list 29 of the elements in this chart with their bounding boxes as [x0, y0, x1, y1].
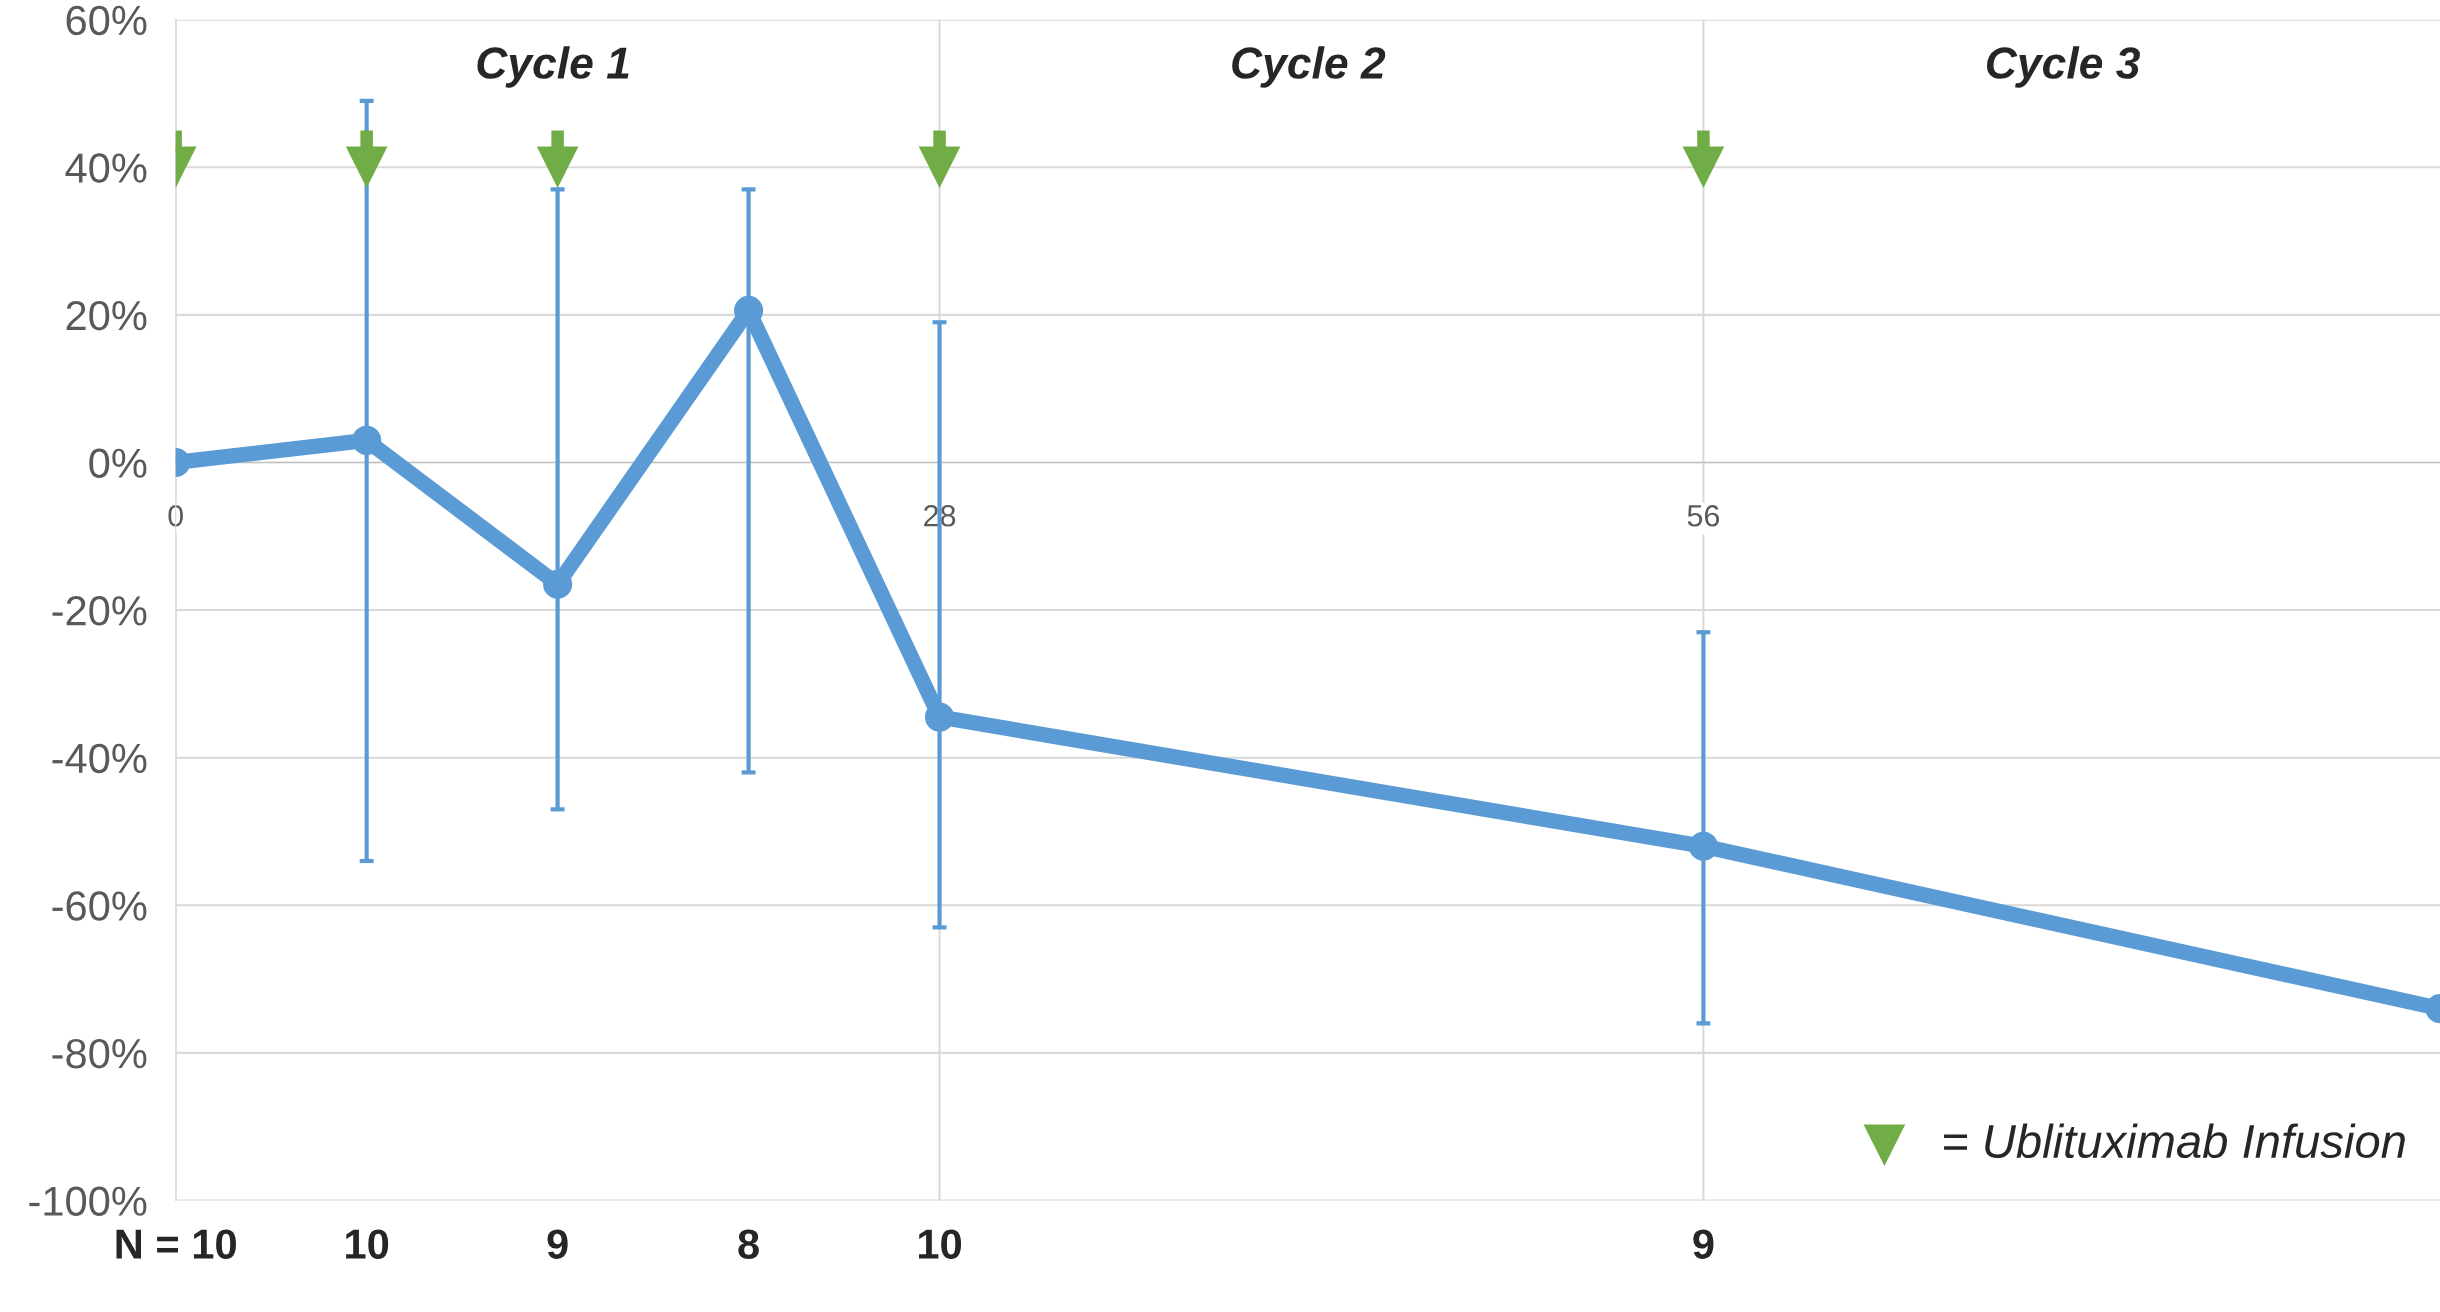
text: 10 [919, 1229, 962, 1259]
point [1688, 831, 1719, 861]
y-tick-label: 40% [65, 153, 147, 183]
point [1682, 146, 1725, 189]
annotation: Cycle 3 [1986, 46, 2140, 88]
y-tick-label: 60% [66, 5, 147, 36]
point [924, 702, 955, 732]
point [543, 569, 573, 599]
y-tick-label: -20% [52, 596, 147, 626]
x-tick-label: 0 [168, 504, 183, 527]
annotation: Cycle 2 [1232, 46, 1386, 88]
x-tick-label: 56 [1687, 504, 1720, 527]
text: 9 [547, 1229, 568, 1259]
text: 10 [346, 1229, 389, 1259]
point [536, 146, 579, 189]
y-tick-label: -60% [52, 891, 147, 921]
y-tick-label: -40% [52, 743, 147, 774]
y-tick-label: -100% [29, 1186, 147, 1216]
annotation: Cycle 1 [477, 46, 629, 88]
legend-label: = Ublituximab Infusion [1944, 1123, 2405, 1159]
text: N = 10 [116, 1229, 236, 1259]
y-tick-label: 0% [89, 448, 147, 478]
y-tick-label: -80% [52, 1038, 147, 1069]
point [918, 146, 961, 189]
text: 9 [1693, 1229, 1714, 1259]
point [352, 425, 382, 455]
text: 8 [738, 1229, 759, 1259]
y-tick-label: 20% [66, 300, 147, 331]
point [345, 146, 388, 189]
